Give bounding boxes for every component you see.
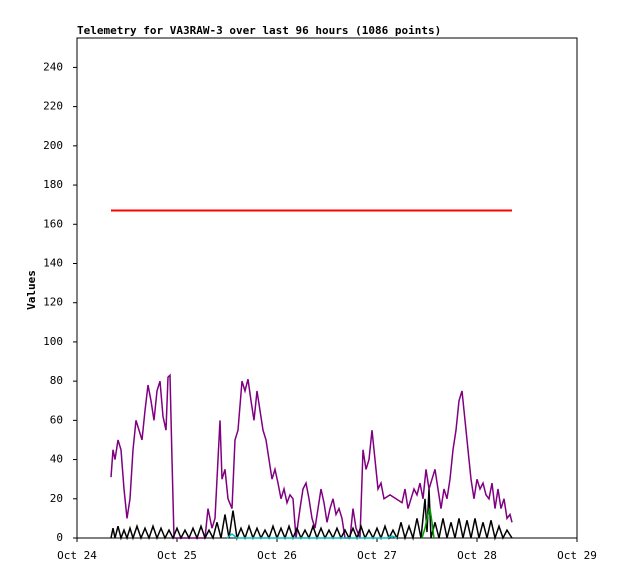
x-tick-label: Oct 28 xyxy=(457,549,497,562)
series-line xyxy=(110,373,513,539)
x-tick-label: Oct 25 xyxy=(157,549,197,562)
x-tick-label: Oct 26 xyxy=(257,549,297,562)
y-tick-label: 20 xyxy=(50,492,63,505)
chart-title: Telemetry for VA3RAW-3 over last 96 hour… xyxy=(77,24,441,37)
y-tick-label: 160 xyxy=(43,217,63,230)
y-tick-label: 220 xyxy=(43,100,63,113)
x-tick-label: Oct 24 xyxy=(57,549,97,562)
x-tick-label: Oct 29 xyxy=(557,549,597,562)
y-tick-label: 60 xyxy=(50,413,63,426)
y-tick-label: 240 xyxy=(43,60,63,73)
y-tick-label: 0 xyxy=(56,531,63,544)
y-tick-label: 40 xyxy=(50,453,63,466)
y-tick-label: 140 xyxy=(43,256,63,269)
series-line xyxy=(226,533,398,539)
x-tick-label: Oct 27 xyxy=(357,549,397,562)
y-tick-label: 180 xyxy=(43,178,63,191)
y-tick-label: 200 xyxy=(43,139,63,152)
y-tick-label: 80 xyxy=(50,374,63,387)
y-tick-label: 120 xyxy=(43,296,63,309)
y-axis-label: Values xyxy=(25,270,38,310)
series-line xyxy=(421,508,435,539)
y-tick-label: 100 xyxy=(43,335,63,348)
